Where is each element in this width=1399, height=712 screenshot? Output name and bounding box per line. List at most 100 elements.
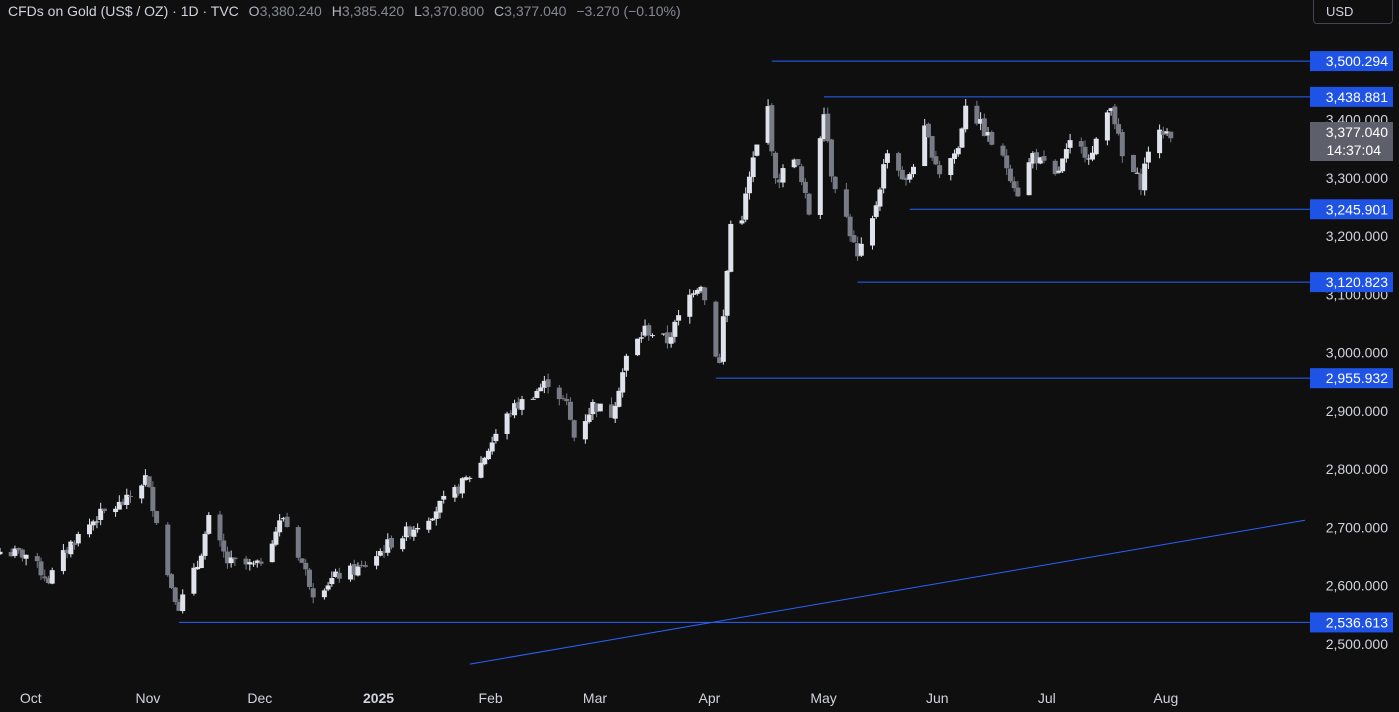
- x-tick-label: Dec: [247, 690, 272, 706]
- open-value: 3,380.240: [259, 3, 322, 19]
- candle-body: [482, 457, 488, 465]
- y-tick-label: 2,500.000: [1326, 636, 1388, 652]
- candle-body: [247, 562, 253, 565]
- candle-body: [34, 556, 40, 562]
- candle-body: [963, 105, 969, 130]
- candle-body: [128, 496, 133, 498]
- candle-body: [1034, 152, 1040, 164]
- candle-body: [534, 390, 540, 399]
- candle-body: [817, 138, 823, 215]
- candle-body: [1138, 173, 1144, 190]
- candle-body: [530, 398, 536, 400]
- candle-body: [45, 578, 51, 584]
- candle-body: [441, 495, 447, 500]
- candle-body: [989, 131, 995, 145]
- candle-body: [948, 158, 954, 176]
- candle-body: [1067, 140, 1073, 148]
- candle-body: [86, 524, 92, 535]
- trendline-group[interactable]: [469, 519, 1306, 665]
- candle-body: [1089, 152, 1095, 160]
- candle-body: [582, 421, 588, 440]
- candle-body: [64, 549, 70, 553]
- candle-body: [903, 177, 909, 180]
- candle-body: [1015, 187, 1021, 197]
- candle-body: [538, 387, 544, 392]
- candle-body: [720, 316, 726, 362]
- candle-body: [821, 114, 827, 140]
- candle-body: [42, 576, 48, 579]
- candle-body: [243, 558, 249, 565]
- candle-body: [512, 403, 518, 416]
- candle-body: [1164, 131, 1170, 134]
- horizontal-levels[interactable]: [178, 60, 1310, 623]
- candle-body: [869, 218, 875, 246]
- candle-body: [776, 179, 782, 183]
- candle-body: [698, 286, 704, 292]
- candle-body: [49, 570, 55, 584]
- candle-body: [724, 270, 730, 316]
- x-tick-label: Nov: [136, 690, 161, 706]
- candle-body: [851, 235, 857, 243]
- candle-body: [437, 500, 443, 513]
- candle-body: [1168, 131, 1174, 139]
- change-value: −3.270 (−0.10%): [576, 3, 681, 19]
- candle-body: [359, 564, 365, 566]
- candle-body: [933, 156, 939, 165]
- candle-body: [541, 380, 547, 388]
- candle-body: [847, 216, 853, 237]
- x-tick-label: May: [810, 690, 836, 706]
- y-tick-label: 2,800.000: [1326, 461, 1388, 477]
- level-label: 3,245.901: [1326, 201, 1388, 217]
- close-label: C: [494, 3, 505, 19]
- candle-body: [299, 558, 305, 563]
- candle-body: [1119, 131, 1125, 157]
- candle-body: [773, 152, 779, 179]
- candle-body: [351, 564, 357, 575]
- candle-body: [1078, 141, 1084, 147]
- candle-body: [1116, 124, 1122, 134]
- candle-body: [277, 520, 283, 533]
- low-label: L: [414, 3, 422, 19]
- candle-body: [702, 287, 708, 301]
- y-tick-label: 2,600.000: [1326, 578, 1388, 594]
- candle-body: [377, 551, 383, 556]
- candle-body: [1086, 158, 1092, 160]
- candle-body: [389, 537, 394, 548]
- candle-body: [911, 166, 916, 175]
- candle-body: [169, 574, 175, 588]
- candle-body: [828, 139, 834, 177]
- candle-body: [668, 337, 674, 344]
- candle-body: [273, 531, 279, 545]
- candle-body: [567, 401, 573, 420]
- candle-body: [146, 476, 152, 488]
- candle-body: [38, 561, 44, 576]
- candle-body: [899, 169, 905, 180]
- time-axis[interactable]: Oct Nov Dec 2025 Feb Mar Apr May Jun Jul Aug: [20, 690, 1178, 706]
- candle-body: [978, 119, 984, 124]
- candle-body: [545, 379, 551, 387]
- candle-body: [858, 243, 864, 256]
- candle-body: [1007, 168, 1013, 182]
- candle-body: [638, 337, 644, 339]
- candle-body: [1142, 163, 1148, 191]
- y-tick-label: 2,700.000: [1326, 519, 1388, 535]
- candle-body: [90, 521, 96, 526]
- candle-body: [855, 243, 861, 257]
- candle-body: [68, 541, 74, 555]
- candle-body: [381, 551, 387, 553]
- candle-body: [1000, 145, 1006, 156]
- open-label: O: [248, 3, 260, 19]
- candle-body: [664, 332, 670, 344]
- candle-body: [728, 223, 734, 272]
- candle-body: [713, 301, 719, 357]
- candle-body: [101, 508, 107, 512]
- candle-body: [232, 557, 238, 560]
- candle-body: [485, 450, 491, 460]
- currency-button[interactable]: USD: [1313, 0, 1393, 24]
- candle-body: [139, 485, 145, 499]
- candle-body: [385, 539, 391, 553]
- candle-body: [907, 174, 913, 180]
- trendline[interactable]: [469, 519, 1306, 665]
- candle-body: [769, 105, 775, 152]
